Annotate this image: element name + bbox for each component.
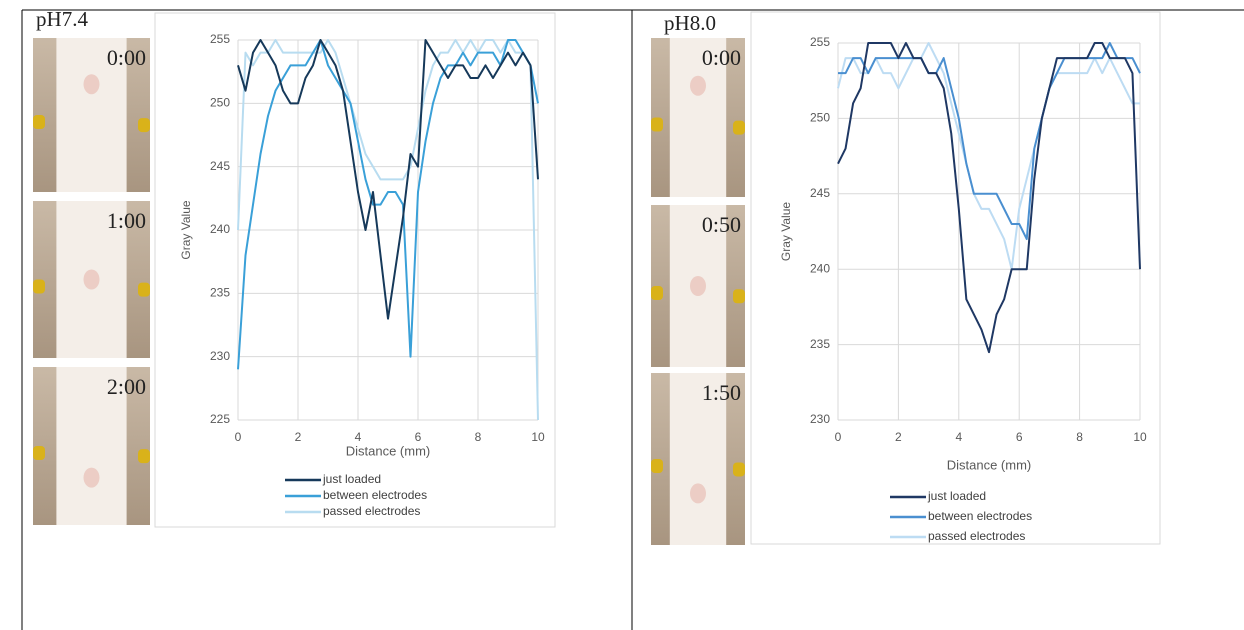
x-tick-label: 6 <box>415 430 422 444</box>
chart: 230 235 240 245 250 255 0 2 4 6 8 10 Distance (mm) Gr… <box>751 12 1160 544</box>
electrode <box>733 121 745 135</box>
y-tick-label: 235 <box>810 337 830 351</box>
time-label: 1:00 <box>107 208 146 233</box>
y-tick-label: 230 <box>210 349 230 363</box>
x-axis-title: Distance (mm) <box>346 443 431 458</box>
y-tick-label: 230 <box>810 412 830 426</box>
electrode <box>33 115 45 129</box>
x-tick-label: 8 <box>1076 430 1083 444</box>
figure: pH7.4 0:00 1:00 2:00 pH8.0 0:00 0:50 1:50 225 230… <box>0 0 1244 630</box>
electrode <box>733 462 745 476</box>
electrode <box>138 283 150 297</box>
x-tick-label: 0 <box>835 430 842 444</box>
legend-label: between electrodes <box>323 488 427 502</box>
legend-label: passed electrodes <box>928 529 1025 543</box>
electrode <box>138 449 150 463</box>
time-label: 0:00 <box>702 45 741 70</box>
electrode <box>651 459 663 473</box>
y-axis-title: Gray Value <box>779 202 793 261</box>
electrode <box>651 118 663 132</box>
y-tick-label: 245 <box>810 186 830 200</box>
legend-label: just loaded <box>322 472 381 486</box>
time-label: 0:50 <box>702 212 741 237</box>
x-tick-label: 0 <box>235 430 242 444</box>
legend-label: between electrodes <box>928 509 1032 523</box>
time-label: 2:00 <box>107 374 146 399</box>
y-tick-label: 225 <box>210 412 230 426</box>
electrode <box>138 118 150 132</box>
chart: 225 230 235 240 245 250 255 0 2 4 6 8 10 Distance (mm… <box>155 13 555 527</box>
x-tick-label: 2 <box>895 430 902 444</box>
y-tick-label: 250 <box>810 111 830 125</box>
y-tick-label: 240 <box>810 261 830 275</box>
time-label: 1:50 <box>702 380 741 405</box>
y-tick-label: 240 <box>210 222 230 236</box>
electrode <box>33 446 45 460</box>
x-tick-label: 10 <box>1133 430 1147 444</box>
sample-spot <box>84 74 100 94</box>
y-tick-label: 250 <box>210 96 230 110</box>
sample-spot <box>84 468 100 488</box>
y-tick-label: 255 <box>810 35 830 49</box>
y-tick-label: 255 <box>210 32 230 46</box>
panel-title: pH8.0 <box>664 11 716 35</box>
y-tick-label: 235 <box>210 286 230 300</box>
sample-spot <box>690 76 706 96</box>
x-tick-label: 6 <box>1016 430 1023 444</box>
electrode <box>33 280 45 294</box>
legend-label: passed electrodes <box>323 504 420 518</box>
y-tick-label: 245 <box>210 159 230 173</box>
electrode <box>733 289 745 303</box>
x-tick-label: 10 <box>531 430 545 444</box>
legend-label: just loaded <box>927 489 986 503</box>
x-tick-label: 4 <box>955 430 962 444</box>
sample-spot <box>690 276 706 296</box>
electrode <box>651 286 663 300</box>
time-label: 0:00 <box>107 45 146 70</box>
sample-spot <box>690 483 706 503</box>
x-tick-label: 2 <box>295 430 302 444</box>
y-axis-title: Gray Value <box>179 200 193 259</box>
sample-spot <box>84 270 100 290</box>
panel-title: pH7.4 <box>36 7 88 31</box>
x-tick-label: 4 <box>355 430 362 444</box>
x-axis-title: Distance (mm) <box>947 457 1032 472</box>
x-tick-label: 8 <box>475 430 482 444</box>
